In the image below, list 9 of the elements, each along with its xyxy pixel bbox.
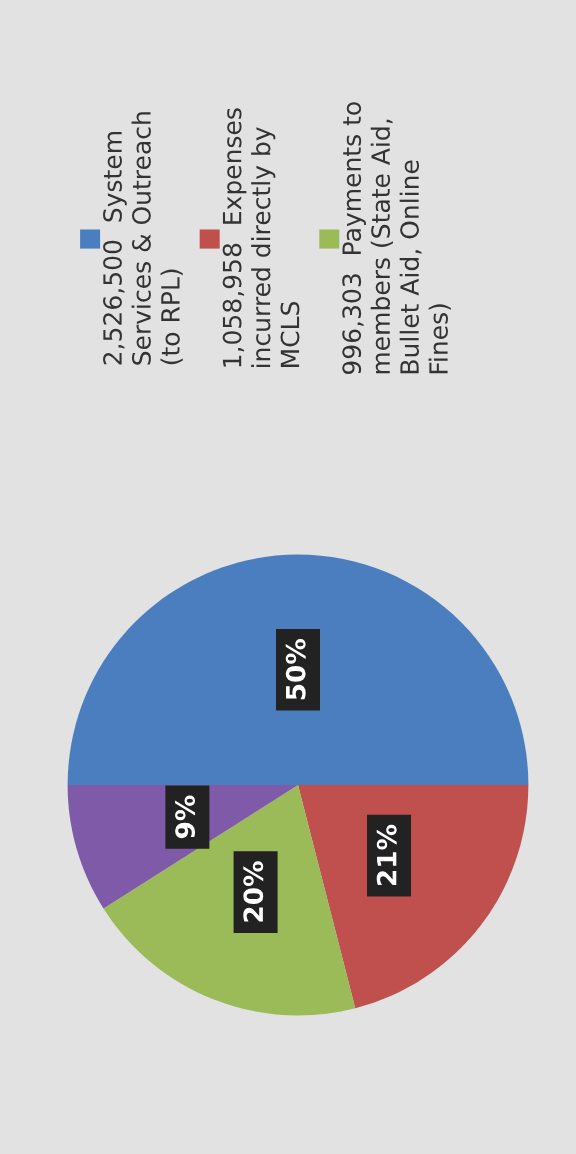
pie-slice [298, 785, 529, 1009]
data-label: 21% [376, 824, 397, 886]
legend-label: 2,526,500 System Services & Outreach (to RPL) [103, 112, 183, 365]
data-label: 20% [243, 861, 264, 922]
legend-label: 996,303 Payments to members (State Aid, Bullet Aid, Online Fines) [342, 102, 451, 375]
legend-label: 1,058,958 Expenses incurred directly by MCLS [222, 108, 300, 368]
data-label: 9% [175, 795, 196, 839]
pie-slice [67, 554, 529, 785]
data-label: 50% [285, 639, 306, 700]
